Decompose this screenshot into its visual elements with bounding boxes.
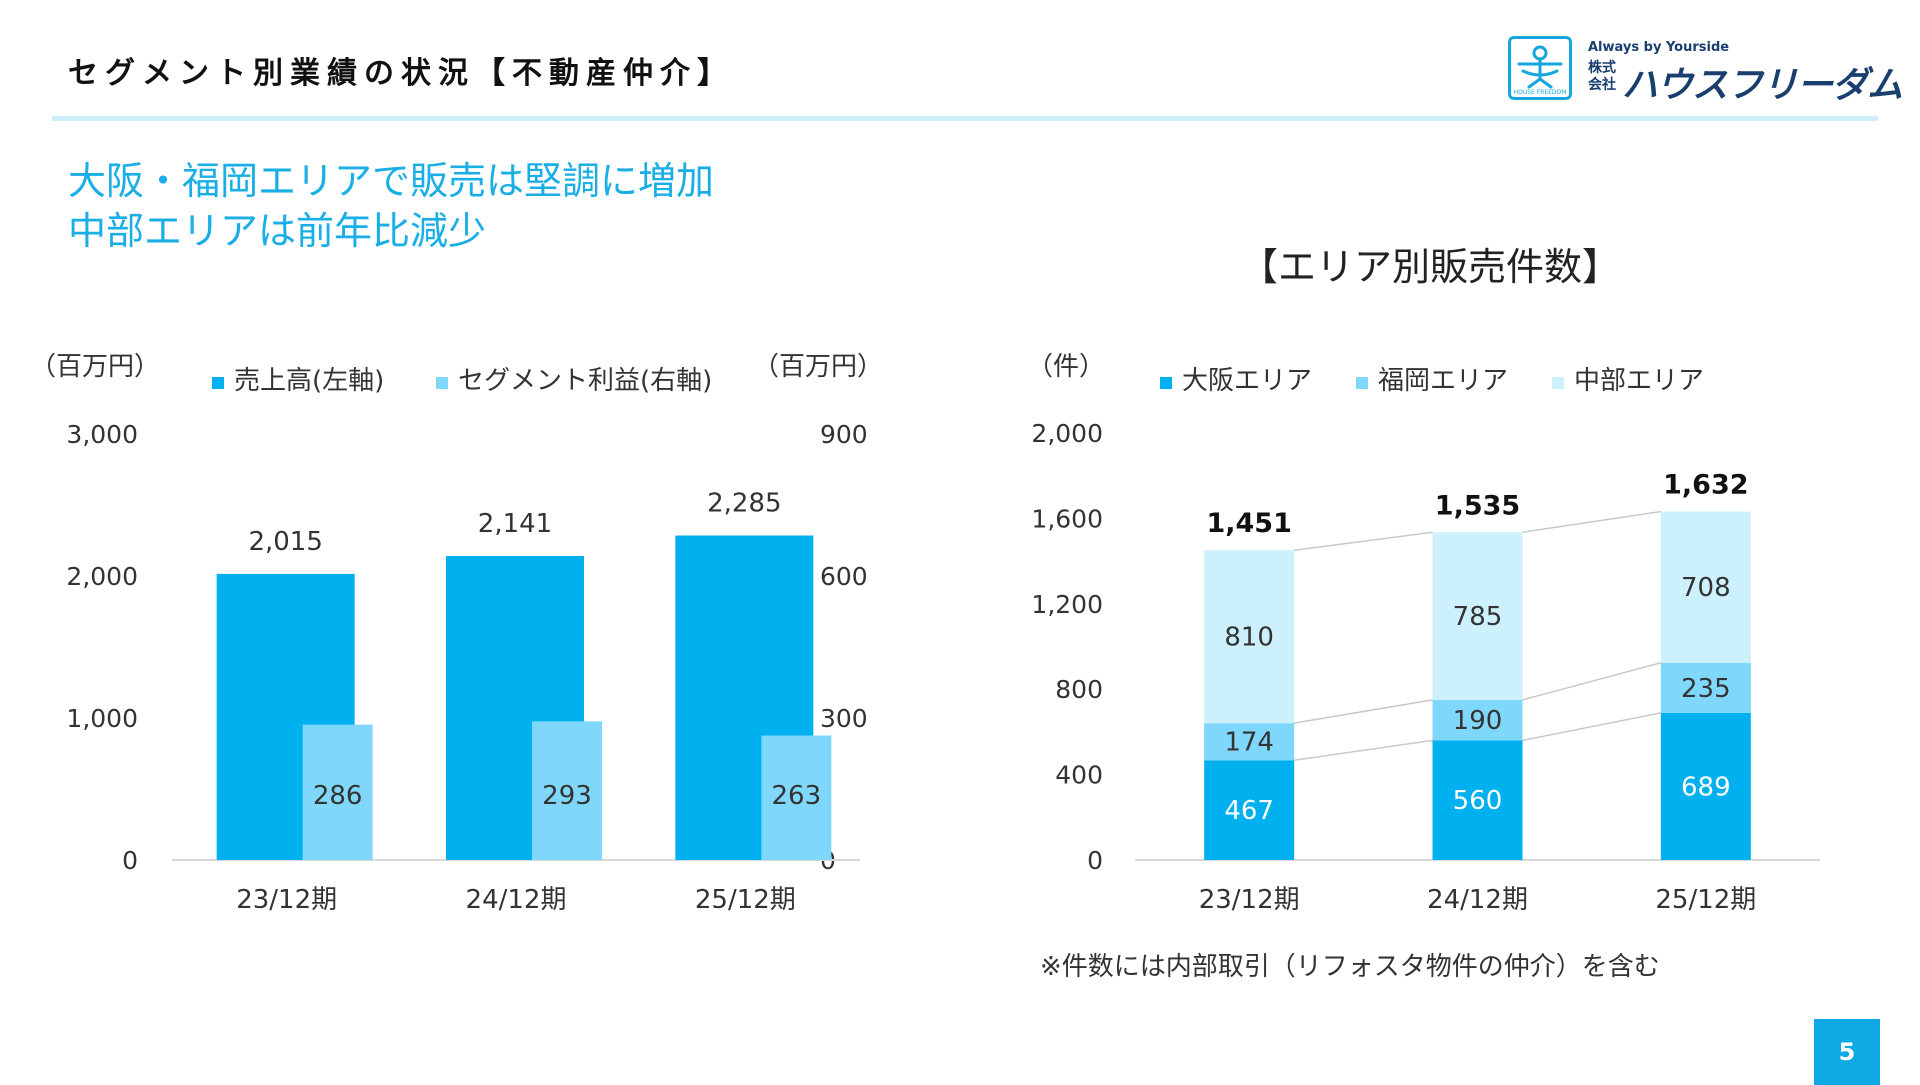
data-label-sales: 2,141 bbox=[478, 509, 552, 539]
legend-swatch-2 bbox=[436, 377, 448, 389]
left-axis-tick: 2,000 bbox=[66, 562, 138, 591]
x-axis-tick: 25/12期 bbox=[1655, 885, 1756, 915]
logo-mark: HOUSE FREEDOM bbox=[1508, 36, 1572, 100]
logo-mark-text: HOUSE FREEDOM bbox=[1514, 89, 1567, 96]
x-axis-tick: 24/12期 bbox=[1427, 885, 1528, 915]
sales-profit-chart: （百万円） （百万円） 売上高(左軸) セグメント利益(右軸) 0 1,000 2,000 3… bbox=[30, 352, 883, 915]
stack-segment bbox=[1660, 712, 1751, 860]
stack-segment bbox=[1204, 760, 1295, 860]
bar-profit bbox=[302, 724, 373, 860]
stack-segment bbox=[1432, 532, 1523, 700]
left-axis-tick: 3,000 bbox=[66, 420, 138, 449]
header-divider bbox=[52, 116, 1878, 121]
segment-label: 560 bbox=[1453, 786, 1503, 816]
right-chart-title: 【エリア別販売件数】 bbox=[1240, 245, 1620, 289]
data-label-profit: 286 bbox=[313, 781, 363, 811]
series-connector-line bbox=[1522, 662, 1662, 701]
house-freedom-emblem-icon: HOUSE FREEDOM bbox=[1514, 45, 1567, 96]
stack-segment bbox=[1432, 699, 1523, 741]
y-axis-tick: 1,600 bbox=[1031, 504, 1103, 533]
segment-label: 190 bbox=[1453, 706, 1503, 736]
page-title: セグメント別業績の状況【不動産仲介】 bbox=[68, 56, 734, 91]
legend-label-1: 大阪エリア bbox=[1182, 366, 1312, 396]
segment-label: 467 bbox=[1224, 796, 1274, 826]
right-axis-tick: 900 bbox=[820, 420, 868, 449]
left-axis-tick: 1,000 bbox=[66, 704, 138, 733]
segment-label: 785 bbox=[1453, 602, 1503, 632]
legend-label-2: 福岡エリア bbox=[1378, 366, 1508, 396]
series-connector-line bbox=[1294, 739, 1433, 762]
data-label-sales: 2,285 bbox=[707, 489, 781, 519]
left-axis-unit: （百万円） bbox=[30, 352, 160, 382]
series-connector-line bbox=[1294, 531, 1433, 551]
series-connector-line bbox=[1522, 510, 1661, 534]
right-axis-tick: 600 bbox=[820, 562, 868, 591]
data-label-sales: 2,015 bbox=[248, 527, 322, 557]
logo-kaisha: 株式会社 bbox=[1588, 60, 1616, 93]
legend-label-2: セグメント利益(右軸) bbox=[458, 366, 712, 396]
series-connector-line bbox=[1294, 699, 1433, 724]
legend-swatch-1 bbox=[212, 377, 224, 389]
legend-swatch-1 bbox=[1160, 377, 1172, 389]
y-axis-tick: 800 bbox=[1055, 675, 1103, 704]
y-axis-tick: 0 bbox=[1087, 846, 1103, 875]
legend-swatch-3 bbox=[1552, 377, 1564, 389]
company-logo: HOUSE FREEDOM Always by Yourside 株式会社 ハウ… bbox=[1508, 36, 1903, 106]
segment-label: 174 bbox=[1224, 728, 1274, 758]
headline-line-2: 中部エリアは前年比減少 bbox=[68, 209, 487, 253]
y-axis-unit: （件） bbox=[1027, 352, 1105, 382]
stack-segment bbox=[1660, 511, 1751, 663]
bar-profit bbox=[761, 735, 832, 860]
x-axis-tick: 23/12期 bbox=[236, 885, 337, 915]
right-axis-tick: 300 bbox=[820, 704, 868, 733]
segment-label: 689 bbox=[1681, 772, 1731, 802]
series-connector-line bbox=[1522, 712, 1661, 742]
total-label: 1,632 bbox=[1663, 470, 1748, 501]
total-label: 1,535 bbox=[1435, 490, 1520, 521]
y-axis-tick: 1,200 bbox=[1031, 590, 1103, 619]
data-label-profit: 263 bbox=[772, 781, 822, 811]
segment-label: 708 bbox=[1681, 573, 1731, 603]
total-label: 1,451 bbox=[1206, 508, 1291, 539]
logo-tagline: Always by Yourside bbox=[1588, 40, 1730, 55]
stack-segment bbox=[1204, 550, 1295, 724]
right-axis-unit: （百万円） bbox=[753, 352, 883, 382]
x-axis-tick: 24/12期 bbox=[466, 885, 567, 915]
data-label-profit: 293 bbox=[542, 781, 592, 811]
area-sales-count-chart: 【エリア別販売件数】 （件） 大阪エリア 福岡エリア 中部エリア 0 400 800 1,20… bbox=[1027, 245, 1820, 915]
left-axis-tick: 0 bbox=[122, 846, 138, 875]
legend-label-1: 売上高(左軸) bbox=[234, 366, 384, 396]
legend-swatch-2 bbox=[1356, 377, 1368, 389]
stack-segment bbox=[1660, 662, 1751, 713]
y-axis-tick: 400 bbox=[1055, 761, 1103, 790]
legend-label-3: 中部エリア bbox=[1574, 366, 1704, 396]
stack-segment bbox=[1204, 723, 1295, 761]
x-axis-tick: 25/12期 bbox=[695, 885, 796, 915]
logo-company-name: ハウスフリーダム bbox=[1622, 65, 1903, 106]
stack-segment bbox=[1432, 740, 1523, 860]
footnote: ※件数には内部取引（リフォスタ物件の仲介）を含む bbox=[1040, 952, 1660, 982]
segment-label: 810 bbox=[1224, 623, 1274, 653]
page-number: 5 bbox=[1814, 1019, 1880, 1085]
x-axis-tick: 23/12期 bbox=[1199, 885, 1300, 915]
y-axis-tick: 2,000 bbox=[1031, 419, 1103, 448]
headline-line-1: 大阪・福岡エリアで販売は堅調に増加 bbox=[68, 159, 715, 203]
segment-label: 235 bbox=[1681, 674, 1731, 704]
bar-profit bbox=[532, 721, 602, 860]
